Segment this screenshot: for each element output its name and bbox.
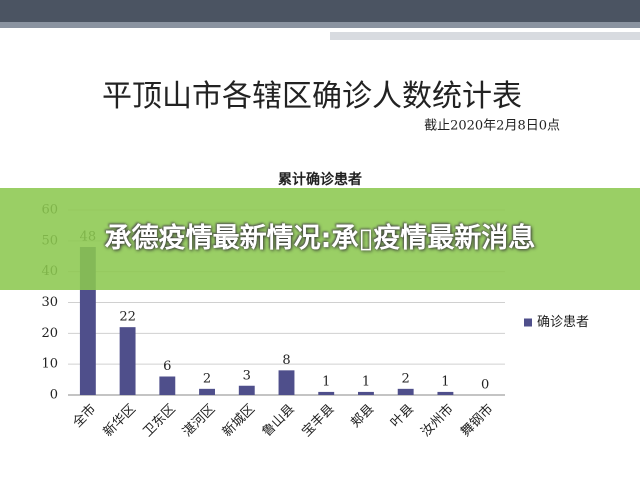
x-tick-label: 新华区 xyxy=(100,401,139,440)
y-tick-label: 10 xyxy=(41,357,58,372)
banner: 承德疫情最新情况:承▯疫情最新消息 xyxy=(0,188,640,290)
data-label: 1 xyxy=(362,374,370,389)
y-tick-label: 30 xyxy=(41,295,58,310)
data-label: 3 xyxy=(243,368,251,383)
y-tick-label: 0 xyxy=(50,388,58,403)
legend-swatch xyxy=(524,318,532,327)
data-label: 0 xyxy=(481,378,489,393)
slide-title: 平顶山市各辖区确诊人数统计表 xyxy=(102,79,522,114)
data-label: 1 xyxy=(441,374,449,389)
data-label: 2 xyxy=(402,371,410,386)
data-label: 22 xyxy=(119,310,136,325)
x-tick-label: 舞钢市 xyxy=(458,401,497,440)
bar xyxy=(238,385,255,395)
x-tick-label: 湛河区 xyxy=(180,402,218,440)
y-tick-label: 20 xyxy=(41,326,58,341)
x-tick-label: 宝丰县 xyxy=(299,402,337,440)
data-label: 6 xyxy=(163,359,171,374)
bar xyxy=(278,370,295,395)
bar xyxy=(358,391,374,395)
x-tick-label: 叶县 xyxy=(388,402,417,431)
bar xyxy=(159,376,176,395)
bar xyxy=(119,327,136,395)
banner-text: 承德疫情最新情况:承▯疫情最新消息 xyxy=(104,223,536,254)
bar xyxy=(199,388,215,395)
top-stripe xyxy=(330,32,640,40)
data-label: 8 xyxy=(282,353,290,368)
x-tick-label: 卫东区 xyxy=(140,402,178,440)
x-tick-label: 汝州市 xyxy=(418,401,457,440)
bar xyxy=(318,391,335,395)
bar xyxy=(437,391,454,395)
legend-label: 确诊患者 xyxy=(537,315,589,330)
bar xyxy=(397,388,414,395)
data-label: 2 xyxy=(203,371,211,386)
chart-title: 累计确诊患者 xyxy=(278,171,362,188)
data-label: 1 xyxy=(322,374,330,389)
top-stripe xyxy=(0,22,640,28)
x-tick-label: 全市 xyxy=(69,401,99,431)
slide-subtitle: 截止2020年2月8日0点 xyxy=(424,119,560,134)
top-bar xyxy=(0,0,640,22)
x-tick-label: 郏县 xyxy=(348,402,377,431)
x-tick-label: 新城区 xyxy=(219,401,258,440)
x-tick-label: 鲁山县 xyxy=(260,402,298,440)
